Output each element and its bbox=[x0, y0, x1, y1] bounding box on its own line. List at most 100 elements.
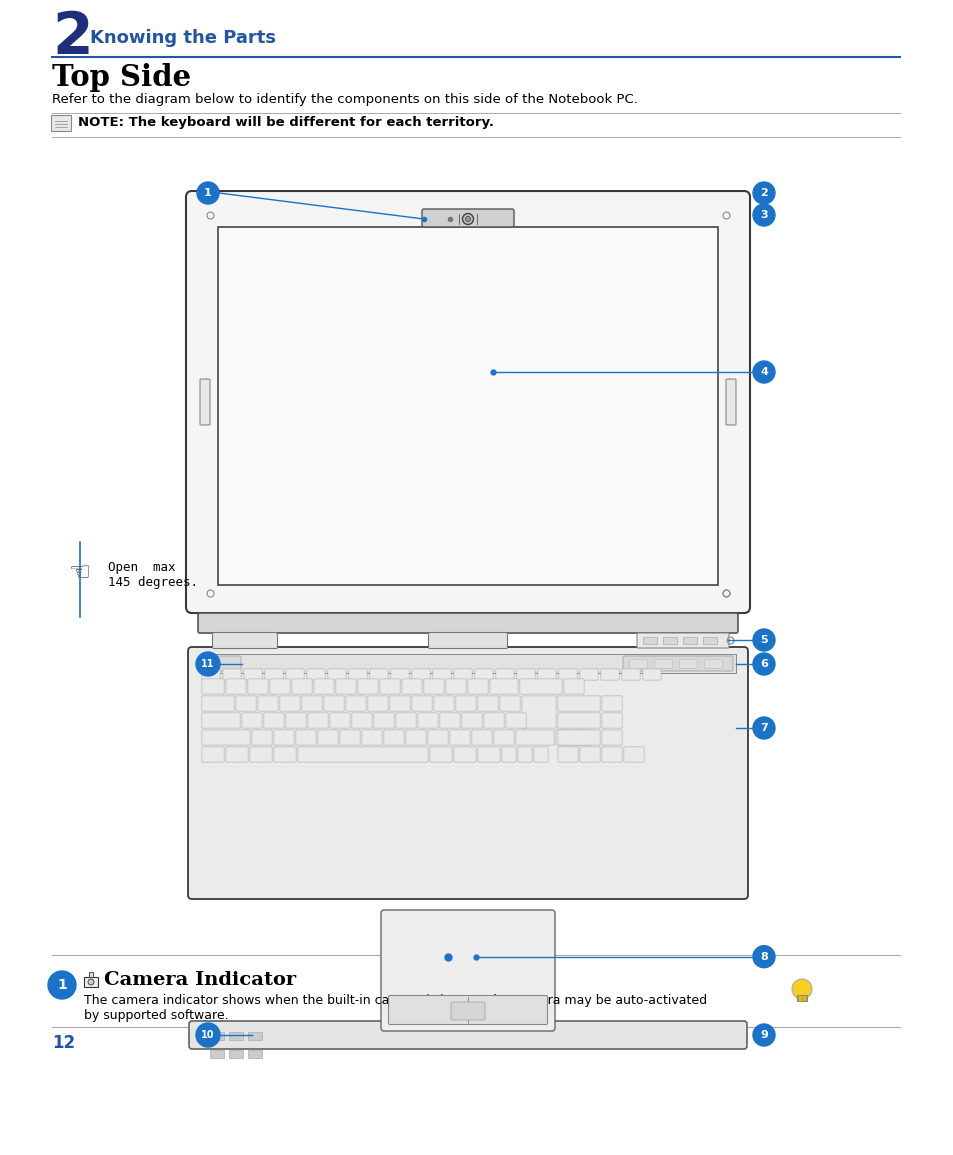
FancyBboxPatch shape bbox=[223, 669, 241, 680]
FancyBboxPatch shape bbox=[252, 730, 272, 745]
FancyBboxPatch shape bbox=[189, 1021, 746, 1049]
FancyBboxPatch shape bbox=[401, 679, 421, 694]
FancyBboxPatch shape bbox=[428, 730, 448, 745]
FancyBboxPatch shape bbox=[286, 713, 306, 728]
Bar bbox=[200, 654, 735, 673]
FancyBboxPatch shape bbox=[517, 747, 532, 762]
Bar bbox=[248, 1033, 262, 1040]
FancyBboxPatch shape bbox=[637, 633, 728, 648]
Text: 3: 3 bbox=[760, 210, 767, 219]
FancyBboxPatch shape bbox=[248, 679, 268, 694]
FancyBboxPatch shape bbox=[301, 696, 322, 711]
Bar bbox=[248, 1050, 262, 1058]
FancyBboxPatch shape bbox=[335, 679, 355, 694]
FancyBboxPatch shape bbox=[725, 379, 735, 425]
Text: by supported software.: by supported software. bbox=[84, 1008, 229, 1021]
Text: Camera Indicator: Camera Indicator bbox=[104, 971, 295, 989]
FancyBboxPatch shape bbox=[202, 713, 240, 728]
FancyBboxPatch shape bbox=[472, 730, 492, 745]
Circle shape bbox=[465, 216, 470, 222]
FancyBboxPatch shape bbox=[235, 696, 255, 711]
FancyBboxPatch shape bbox=[307, 669, 325, 680]
FancyBboxPatch shape bbox=[226, 747, 248, 762]
FancyBboxPatch shape bbox=[379, 679, 399, 694]
FancyBboxPatch shape bbox=[434, 696, 454, 711]
FancyBboxPatch shape bbox=[601, 747, 621, 762]
Circle shape bbox=[791, 979, 811, 999]
Text: 1: 1 bbox=[57, 978, 67, 992]
FancyBboxPatch shape bbox=[558, 713, 599, 728]
FancyBboxPatch shape bbox=[516, 730, 554, 745]
FancyBboxPatch shape bbox=[314, 679, 334, 694]
Bar bbox=[796, 994, 806, 1001]
FancyBboxPatch shape bbox=[317, 730, 337, 745]
FancyBboxPatch shape bbox=[494, 730, 514, 745]
FancyBboxPatch shape bbox=[454, 669, 472, 680]
Text: 5: 5 bbox=[760, 635, 767, 644]
FancyBboxPatch shape bbox=[352, 713, 372, 728]
FancyBboxPatch shape bbox=[202, 669, 220, 680]
FancyBboxPatch shape bbox=[600, 669, 618, 680]
FancyBboxPatch shape bbox=[456, 696, 476, 711]
Text: The camera indicator shows when the built-in camera is in use. The camera may be: The camera indicator shows when the buil… bbox=[84, 993, 706, 1006]
Text: 4: 4 bbox=[760, 367, 767, 377]
FancyBboxPatch shape bbox=[601, 730, 621, 745]
FancyBboxPatch shape bbox=[537, 669, 556, 680]
Text: 8: 8 bbox=[760, 952, 767, 962]
FancyBboxPatch shape bbox=[346, 696, 366, 711]
FancyBboxPatch shape bbox=[383, 730, 404, 745]
Text: 11: 11 bbox=[201, 660, 214, 669]
FancyBboxPatch shape bbox=[257, 696, 278, 711]
Bar bbox=[628, 660, 646, 668]
FancyBboxPatch shape bbox=[428, 633, 507, 648]
Bar bbox=[702, 638, 717, 644]
FancyBboxPatch shape bbox=[405, 730, 426, 745]
FancyBboxPatch shape bbox=[601, 696, 621, 711]
Circle shape bbox=[752, 1024, 774, 1046]
FancyBboxPatch shape bbox=[477, 696, 497, 711]
Text: 7: 7 bbox=[760, 723, 767, 733]
Bar bbox=[210, 1050, 224, 1058]
Bar bbox=[210, 1033, 224, 1040]
FancyBboxPatch shape bbox=[388, 996, 547, 1024]
Bar bbox=[89, 973, 92, 977]
FancyBboxPatch shape bbox=[202, 730, 250, 745]
Text: Knowing the Parts: Knowing the Parts bbox=[90, 29, 275, 47]
FancyBboxPatch shape bbox=[270, 679, 290, 694]
FancyBboxPatch shape bbox=[423, 679, 444, 694]
FancyBboxPatch shape bbox=[203, 656, 241, 671]
Circle shape bbox=[752, 717, 774, 739]
FancyBboxPatch shape bbox=[412, 696, 432, 711]
Bar bbox=[84, 977, 98, 988]
Bar bbox=[679, 660, 697, 668]
Bar bbox=[642, 638, 657, 644]
FancyBboxPatch shape bbox=[558, 730, 599, 745]
FancyBboxPatch shape bbox=[51, 116, 71, 131]
FancyBboxPatch shape bbox=[330, 713, 350, 728]
FancyBboxPatch shape bbox=[374, 713, 394, 728]
FancyBboxPatch shape bbox=[244, 669, 262, 680]
Circle shape bbox=[88, 979, 94, 985]
FancyBboxPatch shape bbox=[339, 730, 359, 745]
FancyBboxPatch shape bbox=[328, 669, 346, 680]
FancyBboxPatch shape bbox=[213, 633, 277, 648]
FancyBboxPatch shape bbox=[445, 679, 466, 694]
FancyBboxPatch shape bbox=[556, 730, 570, 745]
FancyBboxPatch shape bbox=[202, 696, 233, 711]
FancyBboxPatch shape bbox=[308, 713, 328, 728]
Bar bbox=[229, 1050, 243, 1058]
FancyBboxPatch shape bbox=[412, 669, 430, 680]
Text: Refer to the diagram below to identify the components on this side of the Notebo: Refer to the diagram below to identify t… bbox=[52, 92, 638, 105]
Circle shape bbox=[196, 182, 219, 204]
Circle shape bbox=[195, 653, 220, 676]
FancyBboxPatch shape bbox=[202, 747, 224, 762]
Bar bbox=[703, 660, 721, 668]
FancyBboxPatch shape bbox=[467, 679, 488, 694]
FancyBboxPatch shape bbox=[454, 747, 476, 762]
FancyBboxPatch shape bbox=[475, 669, 493, 680]
FancyBboxPatch shape bbox=[519, 679, 561, 694]
FancyBboxPatch shape bbox=[242, 713, 262, 728]
Text: 2: 2 bbox=[760, 188, 767, 198]
FancyBboxPatch shape bbox=[370, 669, 388, 680]
FancyBboxPatch shape bbox=[274, 730, 294, 745]
